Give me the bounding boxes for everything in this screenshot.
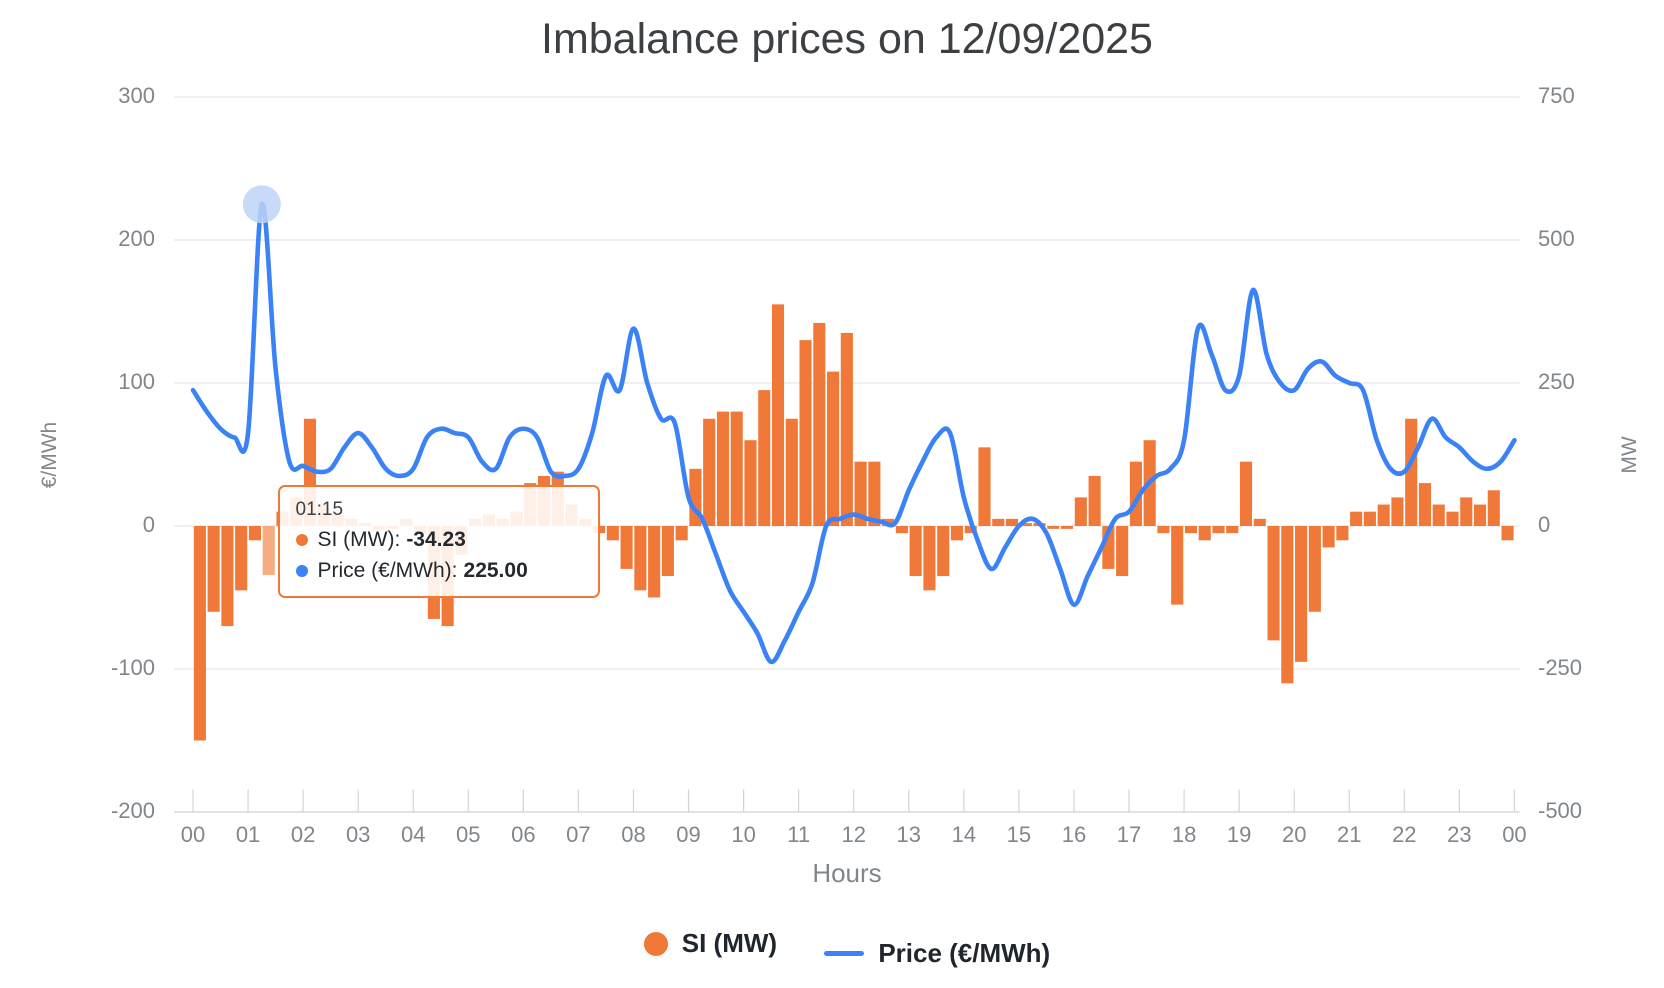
svg-text:17: 17	[1117, 822, 1141, 847]
svg-text:08: 08	[621, 822, 645, 847]
svg-text:-200: -200	[111, 798, 155, 823]
svg-text:0: 0	[1538, 512, 1550, 537]
svg-text:300: 300	[118, 83, 155, 108]
svg-text:21: 21	[1337, 822, 1361, 847]
svg-text:02: 02	[291, 822, 315, 847]
svg-text:00: 00	[1502, 822, 1526, 847]
svg-text:500: 500	[1538, 226, 1575, 251]
svg-text:00: 00	[181, 822, 205, 847]
svg-text:15: 15	[1007, 822, 1031, 847]
svg-text:250: 250	[1538, 369, 1575, 394]
svg-text:05: 05	[456, 822, 480, 847]
svg-text:22: 22	[1392, 822, 1416, 847]
svg-text:12: 12	[841, 822, 865, 847]
svg-text:14: 14	[952, 822, 976, 847]
svg-text:13: 13	[897, 822, 921, 847]
svg-text:0: 0	[143, 512, 155, 537]
svg-text:18: 18	[1172, 822, 1196, 847]
svg-text:11: 11	[787, 822, 810, 847]
svg-text:10: 10	[731, 822, 755, 847]
svg-text:-500: -500	[1538, 798, 1582, 823]
svg-text:20: 20	[1282, 822, 1306, 847]
svg-text:03: 03	[346, 822, 370, 847]
svg-text:16: 16	[1062, 822, 1086, 847]
svg-text:100: 100	[118, 369, 155, 394]
svg-text:09: 09	[676, 822, 700, 847]
svg-text:750: 750	[1538, 83, 1575, 108]
svg-text:23: 23	[1447, 822, 1471, 847]
svg-text:200: 200	[118, 226, 155, 251]
svg-text:04: 04	[401, 822, 425, 847]
svg-text:06: 06	[511, 822, 535, 847]
svg-text:-100: -100	[111, 655, 155, 680]
svg-text:07: 07	[566, 822, 590, 847]
svg-text:19: 19	[1227, 822, 1251, 847]
svg-text:-250: -250	[1538, 655, 1582, 680]
svg-text:01: 01	[236, 822, 260, 847]
